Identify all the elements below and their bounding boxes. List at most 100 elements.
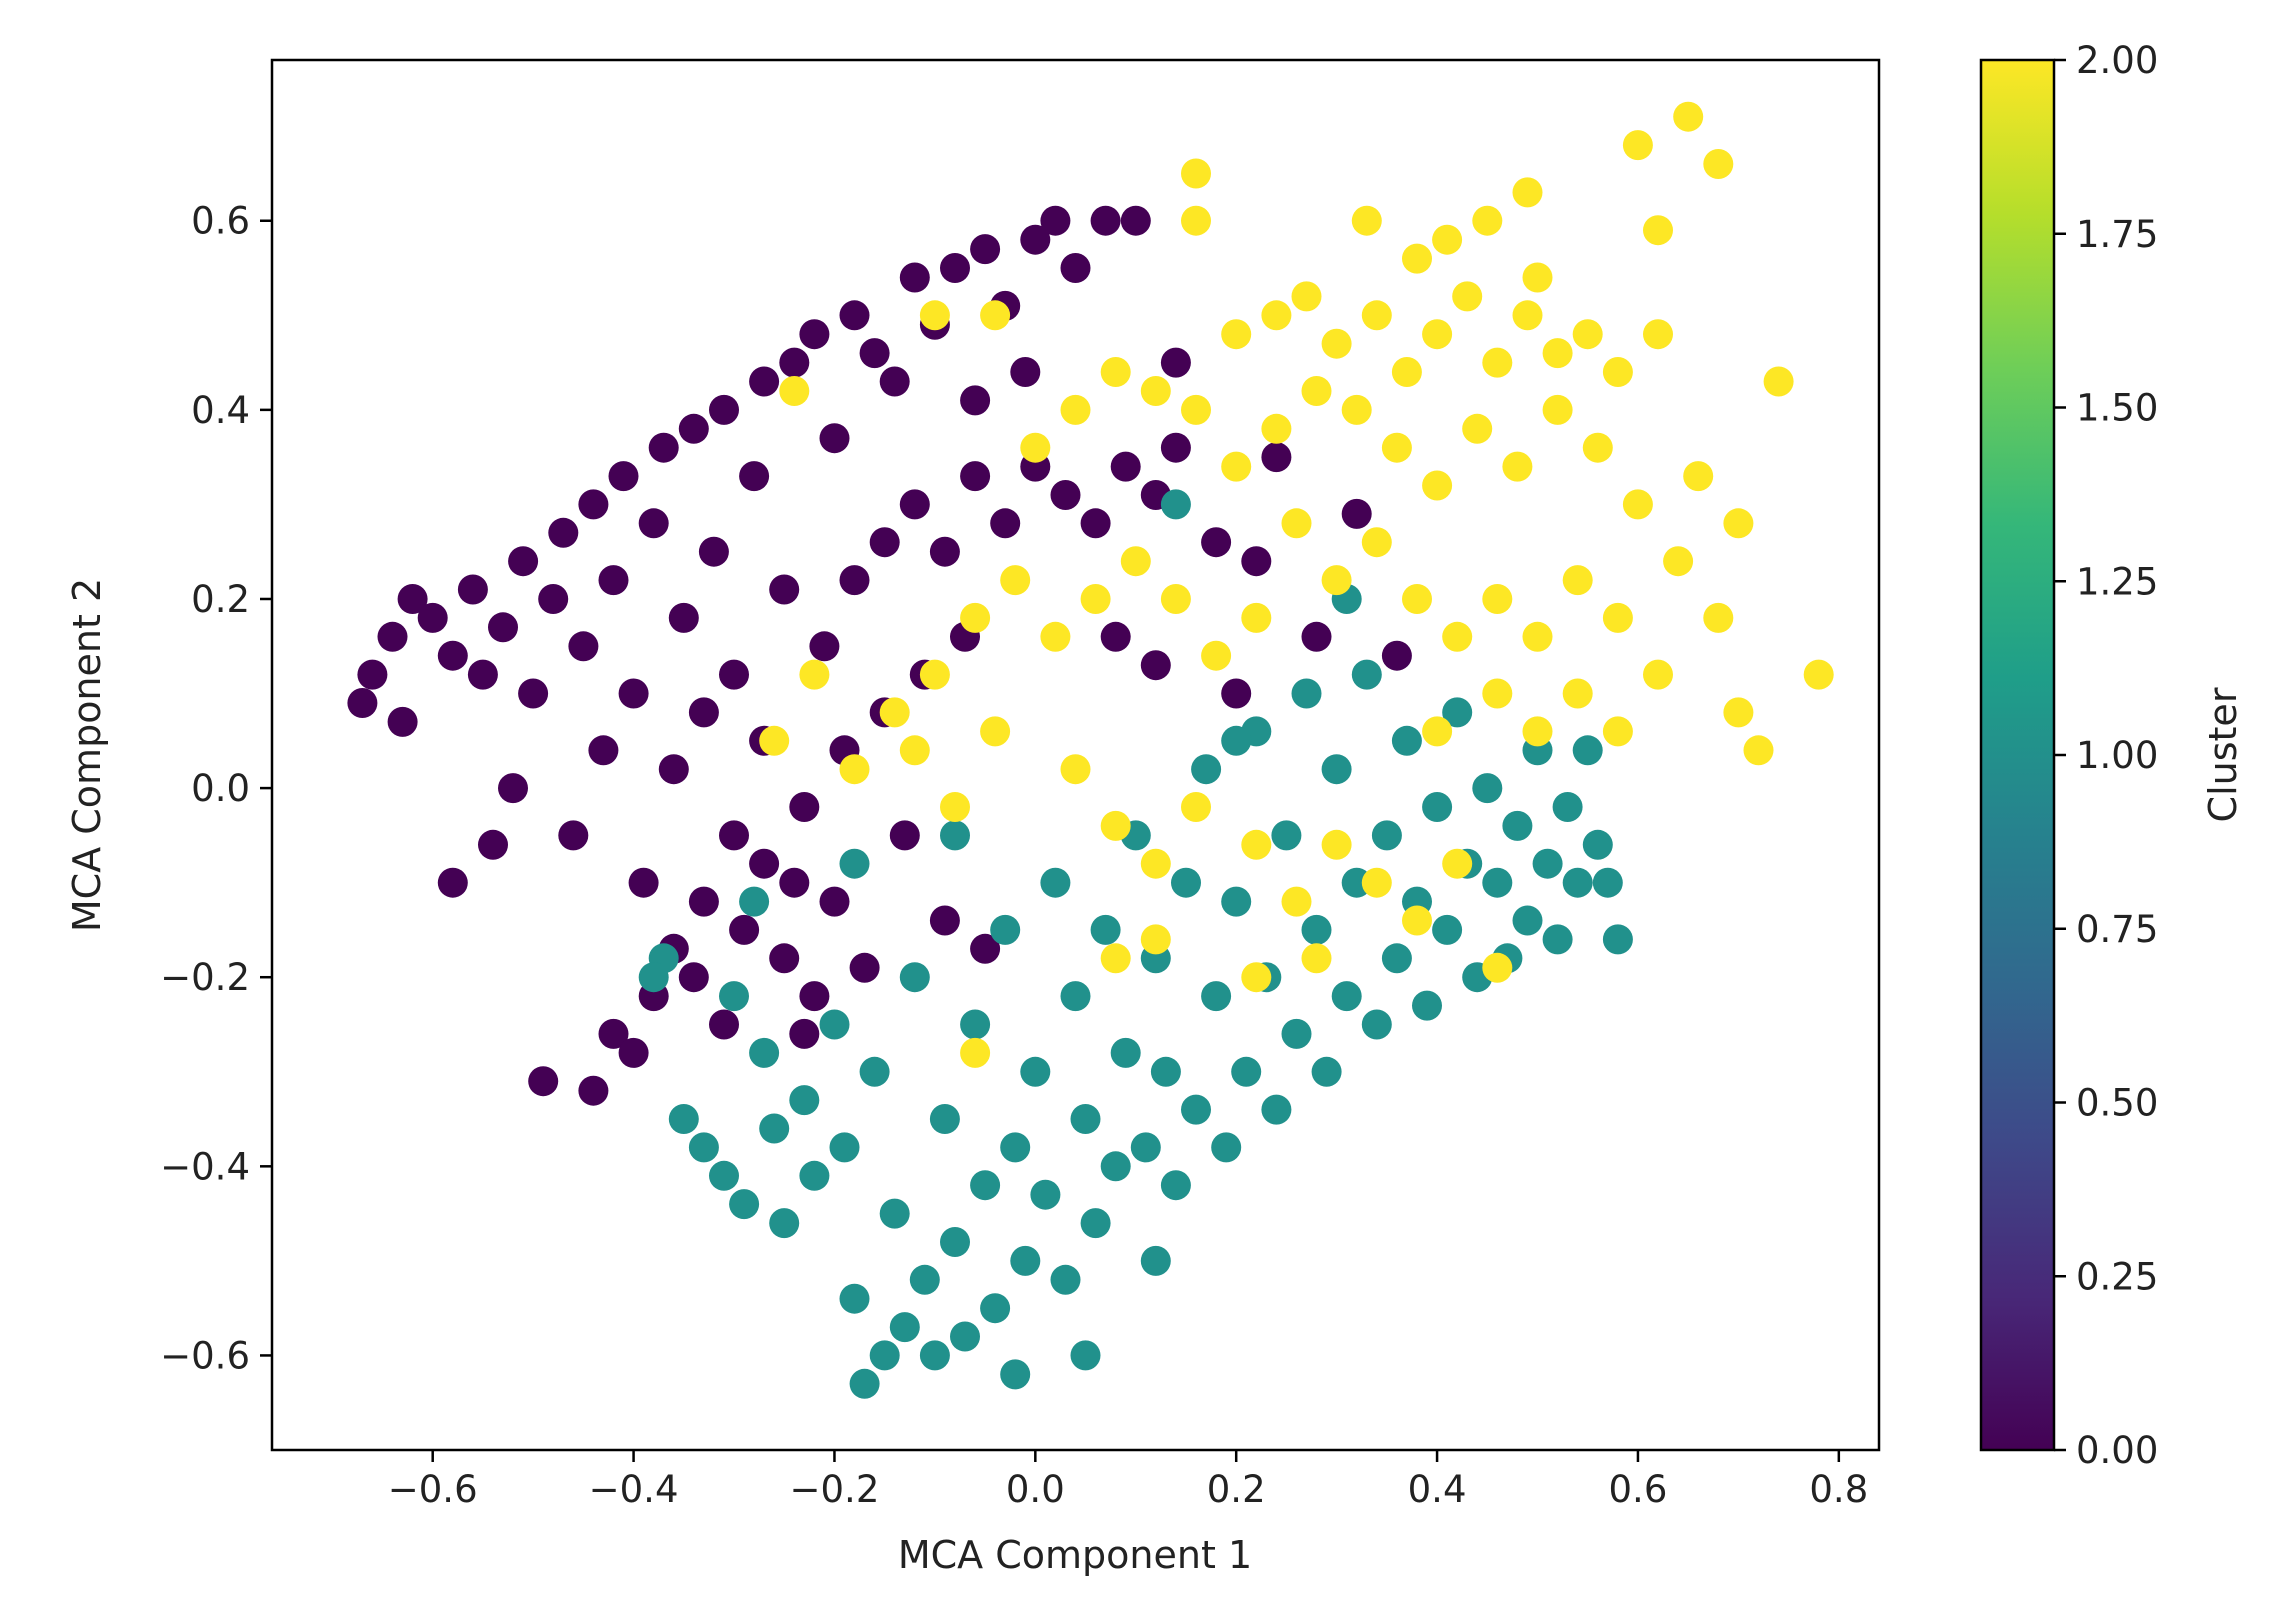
point-cluster-0-42 — [1060, 253, 1091, 283]
point-cluster-2-42 — [1301, 376, 1332, 406]
point-cluster-1-67 — [1381, 943, 1412, 974]
point-cluster-2-21 — [1512, 300, 1543, 331]
point-cluster-2-48 — [1060, 394, 1091, 425]
point-cluster-2-49 — [1020, 432, 1051, 463]
point-cluster-2-26 — [1763, 366, 1794, 397]
point-cluster-1-6 — [749, 1037, 780, 1068]
colorbar-tick-label: 1.00 — [2076, 734, 2158, 777]
y-tick-label: −0.6 — [160, 1334, 250, 1377]
point-cluster-2-77 — [899, 735, 930, 766]
point-cluster-0-22 — [678, 413, 709, 444]
point-cluster-2-52 — [1562, 565, 1593, 596]
point-cluster-0-3 — [387, 706, 418, 737]
point-cluster-1-55 — [1261, 1094, 1292, 1125]
point-cluster-2-8 — [1622, 130, 1653, 161]
point-cluster-0-101 — [1010, 357, 1041, 387]
point-cluster-0-30 — [799, 319, 830, 350]
point-cluster-2-61 — [1361, 527, 1392, 558]
point-cluster-1-56 — [1271, 820, 1302, 851]
point-cluster-0-58 — [769, 943, 800, 974]
point-cluster-0-100 — [1160, 347, 1191, 378]
point-cluster-2-66 — [1160, 584, 1191, 614]
point-cluster-2-35 — [1582, 432, 1613, 463]
point-cluster-1-11 — [819, 1009, 850, 1040]
point-cluster-0-103 — [789, 1018, 820, 1049]
point-cluster-2-84 — [1241, 829, 1272, 860]
point-cluster-0-56 — [729, 914, 760, 945]
point-cluster-0-104 — [498, 773, 528, 804]
point-cluster-1-21 — [919, 1340, 950, 1371]
point-cluster-0-63 — [849, 952, 880, 983]
point-cluster-1-25 — [960, 1009, 991, 1040]
point-cluster-2-62 — [1321, 565, 1352, 596]
point-cluster-0-43 — [1090, 205, 1121, 236]
point-cluster-1-12 — [829, 1132, 860, 1163]
point-cluster-0-20 — [648, 432, 679, 463]
point-cluster-1-52 — [1231, 1056, 1262, 1087]
point-cluster-1-48 — [1191, 754, 1222, 785]
point-cluster-0-69 — [970, 933, 1001, 964]
colorbar-tick-label: 0.75 — [2076, 908, 2158, 951]
point-cluster-2-96 — [919, 300, 950, 331]
point-cluster-1-82 — [1532, 848, 1563, 879]
point-cluster-1-97 — [1070, 1340, 1101, 1371]
point-cluster-2-5 — [1472, 205, 1503, 236]
point-cluster-0-28 — [769, 574, 800, 605]
point-cluster-0-81 — [899, 489, 930, 520]
point-cluster-0-19 — [638, 508, 669, 539]
point-cluster-0-50 — [618, 1037, 649, 1068]
point-cluster-2-20 — [1482, 347, 1513, 378]
point-cluster-2-64 — [1241, 602, 1272, 633]
point-cluster-2-33 — [1663, 546, 1694, 577]
point-cluster-0-47 — [528, 1066, 559, 1097]
x-tick-label: −0.4 — [589, 1468, 679, 1511]
point-cluster-2-24 — [1602, 357, 1633, 387]
point-cluster-0-82 — [929, 536, 960, 567]
point-cluster-2-83 — [1181, 792, 1211, 822]
point-cluster-1-83 — [1542, 924, 1573, 955]
point-cluster-2-14 — [1291, 281, 1322, 312]
point-cluster-1-95 — [1221, 725, 1252, 756]
point-cluster-1-40 — [1110, 1037, 1141, 1068]
point-cluster-1-76 — [1472, 773, 1503, 804]
point-cluster-0-73 — [658, 754, 689, 785]
colorbar-axis: 0.00 0.25 0.50 0.75 1.00 1.25 1.50 1.75 2.00 — [2054, 39, 2158, 1472]
point-cluster-2-89 — [1442, 848, 1473, 879]
point-cluster-2-23 — [1572, 319, 1603, 350]
point-cluster-2-69 — [1040, 621, 1071, 652]
point-cluster-1-49 — [1201, 981, 1232, 1012]
point-cluster-1-23 — [940, 1227, 970, 1257]
point-cluster-0-40 — [1020, 224, 1051, 255]
point-cluster-2-43 — [1261, 413, 1292, 444]
point-cluster-2-86 — [1321, 829, 1352, 860]
point-cluster-0-29 — [779, 347, 810, 378]
point-cluster-0-67 — [929, 905, 960, 936]
point-cluster-0-78 — [809, 631, 840, 662]
x-tick-label: −0.2 — [790, 1468, 880, 1511]
point-cluster-0-14 — [568, 631, 599, 662]
point-cluster-2-94 — [1422, 716, 1453, 747]
point-cluster-2-54 — [1643, 659, 1673, 690]
point-cluster-2-22 — [1542, 338, 1573, 369]
point-cluster-0-0 — [347, 688, 378, 718]
colorbar-tick-label: 0.25 — [2076, 1255, 2158, 1298]
point-cluster-1-91 — [739, 886, 770, 917]
colorbar-label: Cluster — [2201, 687, 2245, 822]
point-cluster-0-27 — [749, 366, 780, 397]
point-cluster-2-29 — [1723, 697, 1754, 728]
point-cluster-0-13 — [548, 517, 579, 548]
point-cluster-0-23 — [698, 536, 729, 567]
colorbar-tick-label: 0.00 — [2076, 1429, 2158, 1472]
point-cluster-2-12 — [1221, 319, 1252, 350]
point-cluster-1-34 — [1050, 1264, 1081, 1295]
point-cluster-2-74 — [839, 754, 870, 785]
point-cluster-1-33 — [1040, 867, 1071, 898]
colorbar-tick-label: 1.75 — [2076, 213, 2158, 256]
point-cluster-0-75 — [719, 820, 749, 851]
point-cluster-0-98 — [1381, 640, 1412, 671]
point-cluster-0-5 — [417, 602, 448, 633]
point-cluster-2-81 — [1100, 810, 1131, 841]
y-tick-label: −0.2 — [160, 956, 250, 999]
point-cluster-1-39 — [1100, 1151, 1131, 1182]
